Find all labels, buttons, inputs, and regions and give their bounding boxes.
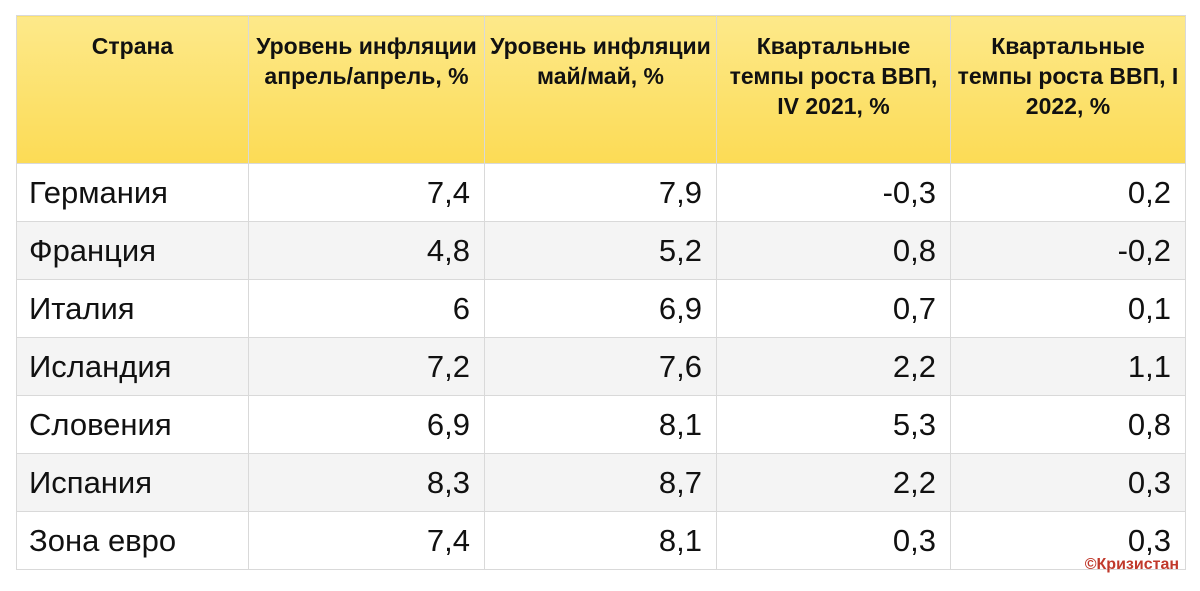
header-country: Страна bbox=[16, 15, 249, 164]
watermark: ©Кризистан bbox=[1084, 556, 1179, 573]
cell-country: Италия bbox=[16, 279, 249, 338]
cell-gdp-q4-2021: 5,3 bbox=[716, 395, 951, 454]
cell-gdp-q4-2021: 0,7 bbox=[716, 279, 951, 338]
cell-country: Зона евро bbox=[16, 511, 249, 570]
cell-gdp-q4-2021: -0,3 bbox=[716, 163, 951, 222]
cell-gdp-q1-2022: 0,3 bbox=[950, 511, 1186, 570]
cell-inflation-may: 6,9 bbox=[484, 279, 717, 338]
cell-inflation-may: 8,7 bbox=[484, 453, 717, 512]
cell-gdp-q4-2021: 0,3 bbox=[716, 511, 951, 570]
cell-country: Германия bbox=[16, 163, 249, 222]
cell-inflation-april: 8,3 bbox=[248, 453, 485, 512]
cell-inflation-may: 7,6 bbox=[484, 337, 717, 396]
table-row: Словения 6,9 8,1 5,3 0,8 bbox=[16, 395, 1186, 454]
cell-inflation-may: 8,1 bbox=[484, 511, 717, 570]
header-row: Страна Уровень инфляции апрель/апрель, %… bbox=[16, 15, 1186, 164]
cell-gdp-q1-2022: 0,3 bbox=[950, 453, 1186, 512]
cell-inflation-may: 7,9 bbox=[484, 163, 717, 222]
header-gdp-q4-2021: Квартальные темпы роста ВВП, IV 2021, % bbox=[716, 15, 951, 164]
cell-gdp-q4-2021: 2,2 bbox=[716, 337, 951, 396]
cell-gdp-q4-2021: 2,2 bbox=[716, 453, 951, 512]
table-body: Германия 7,4 7,9 -0,3 0,2 Франция 4,8 5,… bbox=[16, 163, 1186, 570]
cell-inflation-may: 5,2 bbox=[484, 221, 717, 280]
table-row: Франция 4,8 5,2 0,8 -0,2 bbox=[16, 221, 1186, 280]
cell-gdp-q1-2022: 0,8 bbox=[950, 395, 1186, 454]
cell-country: Франция bbox=[16, 221, 249, 280]
table-row: Исландия 7,2 7,6 2,2 1,1 bbox=[16, 337, 1186, 396]
header-inflation-april: Уровень инфляции апрель/апрель, % bbox=[248, 15, 485, 164]
table-row: Испания 8,3 8,7 2,2 0,3 bbox=[16, 453, 1186, 512]
cell-inflation-april: 6,9 bbox=[248, 395, 485, 454]
cell-inflation-april: 7,2 bbox=[248, 337, 485, 396]
cell-inflation-april: 7,4 bbox=[248, 511, 485, 570]
cell-gdp-q1-2022: 0,1 bbox=[950, 279, 1186, 338]
cell-inflation-april: 6 bbox=[248, 279, 485, 338]
cell-inflation-may: 8,1 bbox=[484, 395, 717, 454]
header-gdp-q1-2022: Квартальные темпы роста ВВП, I 2022, % bbox=[950, 15, 1186, 164]
table-row: Германия 7,4 7,9 -0,3 0,2 bbox=[16, 163, 1186, 222]
cell-gdp-q1-2022: 1,1 bbox=[950, 337, 1186, 396]
cell-gdp-q1-2022: 0,2 bbox=[950, 163, 1186, 222]
cell-inflation-april: 7,4 bbox=[248, 163, 485, 222]
table-row: Зона евро 7,4 8,1 0,3 0,3 bbox=[16, 511, 1186, 570]
cell-gdp-q4-2021: 0,8 bbox=[716, 221, 951, 280]
data-table: Страна Уровень инфляции апрель/апрель, %… bbox=[16, 15, 1186, 570]
cell-country: Испания bbox=[16, 453, 249, 512]
table-row: Италия 6 6,9 0,7 0,1 bbox=[16, 279, 1186, 338]
cell-country: Словения bbox=[16, 395, 249, 454]
header-inflation-may: Уровень инфляции май/май, % bbox=[484, 15, 717, 164]
cell-gdp-q1-2022: -0,2 bbox=[950, 221, 1186, 280]
cell-country: Исландия bbox=[16, 337, 249, 396]
table-header: Страна Уровень инфляции апрель/апрель, %… bbox=[16, 15, 1186, 164]
cell-inflation-april: 4,8 bbox=[248, 221, 485, 280]
